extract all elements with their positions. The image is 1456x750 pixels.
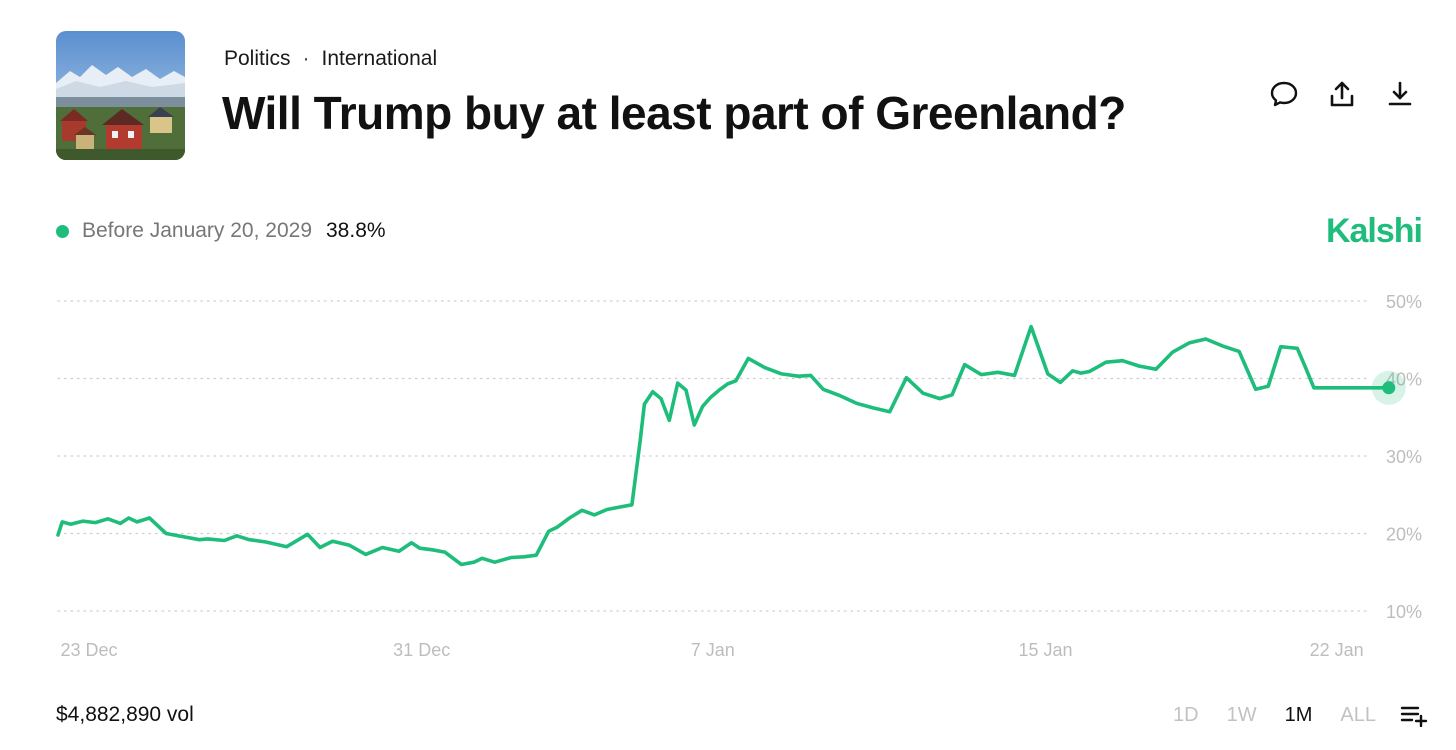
speech-bubble-icon	[1270, 81, 1298, 107]
header-actions	[1268, 78, 1416, 110]
x-tick-label: 15 Jan	[1018, 640, 1072, 660]
x-tick-label: 31 Dec	[393, 640, 450, 660]
y-tick-label: 10%	[1386, 602, 1422, 622]
y-tick-label: 20%	[1386, 525, 1422, 545]
y-tick-label: 50%	[1386, 292, 1422, 312]
legend-value: 38.8%	[326, 219, 386, 242]
volume-label: $4,882,890 vol	[56, 703, 194, 726]
range-1w-button[interactable]: 1W	[1226, 703, 1257, 726]
comment-button[interactable]	[1268, 78, 1300, 110]
y-tick-label: 40%	[1386, 370, 1422, 390]
chart-legend: Before January 20, 2029 38.8%	[56, 219, 386, 243]
breadcrumb-subcategory[interactable]: International	[321, 47, 438, 70]
time-range-selector: 1D 1W 1M ALL	[1145, 703, 1428, 727]
market-thumbnail	[56, 31, 185, 160]
x-tick-label: 7 Jan	[691, 640, 735, 660]
range-all-button[interactable]: ALL	[1340, 703, 1376, 726]
legend-label: Before January 20, 2029	[82, 219, 312, 242]
playlist-add-icon[interactable]	[1400, 703, 1428, 727]
range-1d-button[interactable]: 1D	[1173, 703, 1199, 726]
upload-icon	[1330, 81, 1354, 107]
x-tick-label: 23 Dec	[60, 640, 117, 660]
breadcrumb-separator: ·	[302, 47, 310, 70]
breadcrumb-category[interactable]: Politics	[224, 47, 291, 70]
kalshi-logo: Kalshi	[1325, 212, 1423, 250]
download-button[interactable]	[1384, 78, 1416, 110]
x-tick-label: 22 Jan	[1310, 640, 1364, 660]
page-title: Will Trump buy at least part of Greenlan…	[222, 87, 1126, 139]
breadcrumb: Politics · International	[224, 47, 437, 71]
share-button[interactable]	[1326, 78, 1358, 110]
last-value-point	[1382, 381, 1396, 395]
series-line	[56, 324, 1391, 567]
legend-color-dot	[56, 224, 69, 238]
download-icon	[1388, 81, 1412, 106]
y-tick-label: 30%	[1386, 447, 1422, 467]
range-1m-button[interactable]: 1M	[1284, 703, 1313, 726]
